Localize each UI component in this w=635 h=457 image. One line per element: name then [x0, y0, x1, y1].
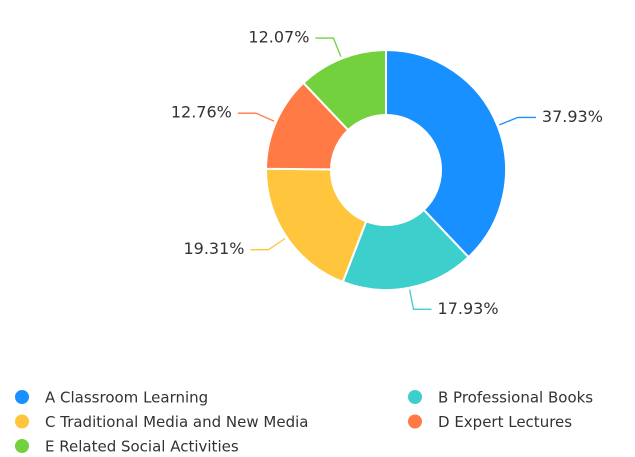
leader-line: [315, 37, 342, 57]
legend-label: C Traditional Media and New Media: [45, 413, 308, 431]
data-label: 17.93%: [438, 299, 499, 318]
leader-line: [237, 112, 275, 122]
leader-line: [409, 289, 432, 310]
slice: [302, 48, 387, 132]
legend-marker: [15, 414, 29, 429]
legend-marker: [408, 390, 422, 404]
data-label: 12.76%: [171, 103, 232, 122]
legend-label: E Related Social Activities: [45, 438, 239, 456]
leader-line: [499, 116, 536, 126]
slice: [385, 48, 507, 259]
data-label: 19.31%: [183, 239, 244, 258]
legend-label: A Classroom Learning: [45, 389, 208, 407]
legend-marker: [15, 439, 29, 453]
legend-label: B Professional Books: [438, 389, 593, 407]
legend-marker: [15, 390, 29, 404]
slice: [265, 167, 368, 284]
data-label: 12.07%: [248, 28, 309, 47]
leader-line: [250, 237, 286, 251]
data-label: 37.93%: [542, 107, 603, 126]
legend-marker: [408, 414, 422, 429]
legend-label: D Expert Lectures: [438, 413, 572, 431]
